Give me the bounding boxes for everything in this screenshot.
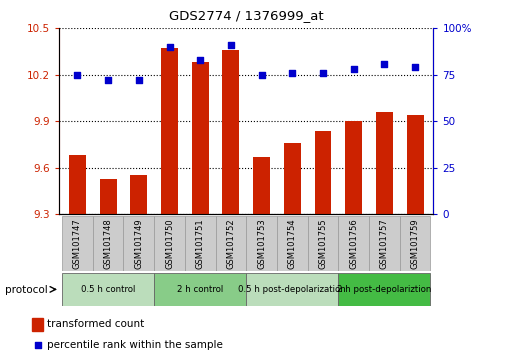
Text: GSM101750: GSM101750: [165, 218, 174, 269]
Bar: [130, 176, 147, 214]
Point: [380, 61, 388, 67]
Text: 0.5 h control: 0.5 h control: [81, 285, 135, 294]
Bar: [69, 155, 86, 214]
Text: GSM101754: GSM101754: [288, 218, 297, 269]
Bar: [376, 112, 393, 214]
FancyBboxPatch shape: [124, 216, 154, 271]
Text: GSM101748: GSM101748: [104, 218, 113, 269]
FancyBboxPatch shape: [246, 216, 277, 271]
Bar: [161, 48, 178, 214]
Text: transformed count: transformed count: [47, 319, 145, 329]
Point: [349, 67, 358, 72]
Point: [288, 70, 297, 76]
Bar: [253, 157, 270, 214]
Point: [73, 72, 82, 78]
Text: percentile rank within the sample: percentile rank within the sample: [47, 340, 223, 350]
Text: GSM101753: GSM101753: [257, 218, 266, 269]
Text: GSM101759: GSM101759: [410, 218, 420, 269]
FancyBboxPatch shape: [369, 216, 400, 271]
Text: GSM101756: GSM101756: [349, 218, 358, 269]
FancyBboxPatch shape: [308, 216, 339, 271]
Text: GSM101755: GSM101755: [319, 218, 327, 269]
Point: [135, 78, 143, 83]
Text: 2 h control: 2 h control: [177, 285, 223, 294]
Text: GDS2774 / 1376999_at: GDS2774 / 1376999_at: [169, 9, 324, 22]
Text: GSM101747: GSM101747: [73, 218, 82, 269]
FancyBboxPatch shape: [93, 216, 124, 271]
Bar: [192, 62, 209, 214]
Text: protocol: protocol: [5, 285, 48, 295]
Point: [411, 64, 419, 70]
Point: [196, 57, 204, 63]
Text: GSM101751: GSM101751: [195, 218, 205, 269]
Point: [258, 72, 266, 78]
FancyBboxPatch shape: [277, 216, 308, 271]
FancyBboxPatch shape: [154, 216, 185, 271]
FancyBboxPatch shape: [246, 273, 339, 306]
Point: [165, 44, 173, 50]
Bar: [345, 121, 362, 214]
Point: [319, 70, 327, 76]
FancyBboxPatch shape: [154, 273, 246, 306]
FancyBboxPatch shape: [62, 273, 154, 306]
Bar: [223, 50, 240, 214]
Text: GSM101757: GSM101757: [380, 218, 389, 269]
Point: [34, 342, 42, 348]
Bar: [314, 131, 331, 214]
FancyBboxPatch shape: [215, 216, 246, 271]
Text: GSM101749: GSM101749: [134, 218, 143, 269]
Point: [227, 42, 235, 48]
FancyBboxPatch shape: [185, 216, 215, 271]
FancyBboxPatch shape: [339, 273, 430, 306]
Text: 0.5 h post-depolarization: 0.5 h post-depolarization: [239, 285, 346, 294]
FancyBboxPatch shape: [62, 216, 93, 271]
Bar: [284, 143, 301, 214]
Point: [104, 78, 112, 83]
FancyBboxPatch shape: [400, 216, 430, 271]
Text: GSM101752: GSM101752: [226, 218, 235, 269]
Bar: [32, 318, 43, 331]
Bar: [100, 178, 116, 214]
Text: 2 h post-depolariztion: 2 h post-depolariztion: [337, 285, 431, 294]
Bar: [407, 115, 424, 214]
FancyBboxPatch shape: [339, 216, 369, 271]
